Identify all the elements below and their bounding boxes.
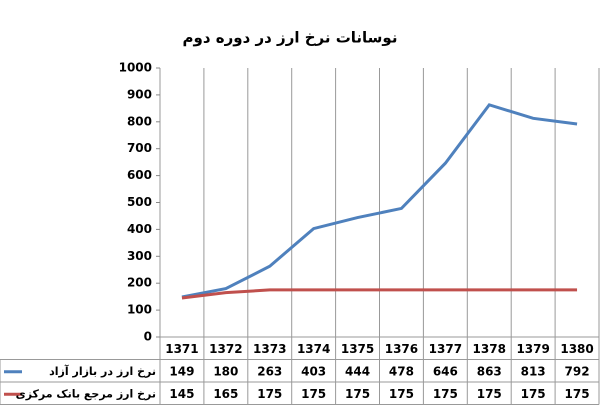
table-value: 175 (257, 387, 282, 401)
y-tick-label: 500 (127, 195, 152, 209)
table-value: 646 (433, 364, 458, 378)
table-value: 863 (477, 364, 502, 378)
table-value: 175 (565, 387, 590, 401)
y-tick-label: 800 (127, 114, 152, 128)
y-tick-label: 600 (127, 168, 152, 182)
x-tick-label: 1374 (297, 342, 330, 356)
table-value: 180 (213, 364, 238, 378)
table-value: 175 (301, 387, 326, 401)
x-tick-label: 1377 (429, 342, 462, 356)
y-tick-label: 900 (127, 87, 152, 101)
table-value: 175 (477, 387, 502, 401)
legend-label: نرخ ارز مرجع بانک مرکزی (16, 387, 156, 400)
x-tick-label: 1379 (516, 342, 549, 356)
x-tick-label: 1376 (385, 342, 418, 356)
legend-label: نرخ ارز در بازار آزاد (49, 364, 156, 378)
y-tick-label: 300 (127, 249, 152, 263)
y-tick-label: 1000 (119, 61, 152, 75)
x-tick-label: 1373 (253, 342, 286, 356)
x-tick-label: 1375 (341, 342, 374, 356)
table-value: 175 (521, 387, 546, 401)
table-value: 813 (521, 364, 546, 378)
x-tick-label: 1372 (209, 342, 242, 356)
x-tick-label: 1371 (165, 342, 198, 356)
series-line (181, 103, 578, 299)
x-tick-label: 1380 (560, 342, 593, 356)
table-value: 444 (345, 364, 370, 378)
series-line (181, 288, 578, 300)
y-tick-label: 700 (127, 141, 152, 155)
y-tick-label: 200 (127, 276, 152, 290)
table-value: 149 (169, 364, 194, 378)
x-tick-label: 1378 (473, 342, 506, 356)
y-tick-label: 400 (127, 222, 152, 236)
table-value: 175 (433, 387, 458, 401)
y-tick-label: 0 (144, 330, 152, 344)
table-value: 478 (389, 364, 414, 378)
y-tick-label: 100 (127, 303, 152, 317)
table-value: 403 (301, 364, 326, 378)
table-value: 792 (565, 364, 590, 378)
table-value: 165 (213, 387, 238, 401)
table-value: 263 (257, 364, 282, 378)
table-value: 145 (169, 387, 194, 401)
table-value: 175 (345, 387, 370, 401)
chart-title: نوسانات نرخ ارز در دوره دوم (183, 29, 398, 47)
table-value: 175 (389, 387, 414, 401)
